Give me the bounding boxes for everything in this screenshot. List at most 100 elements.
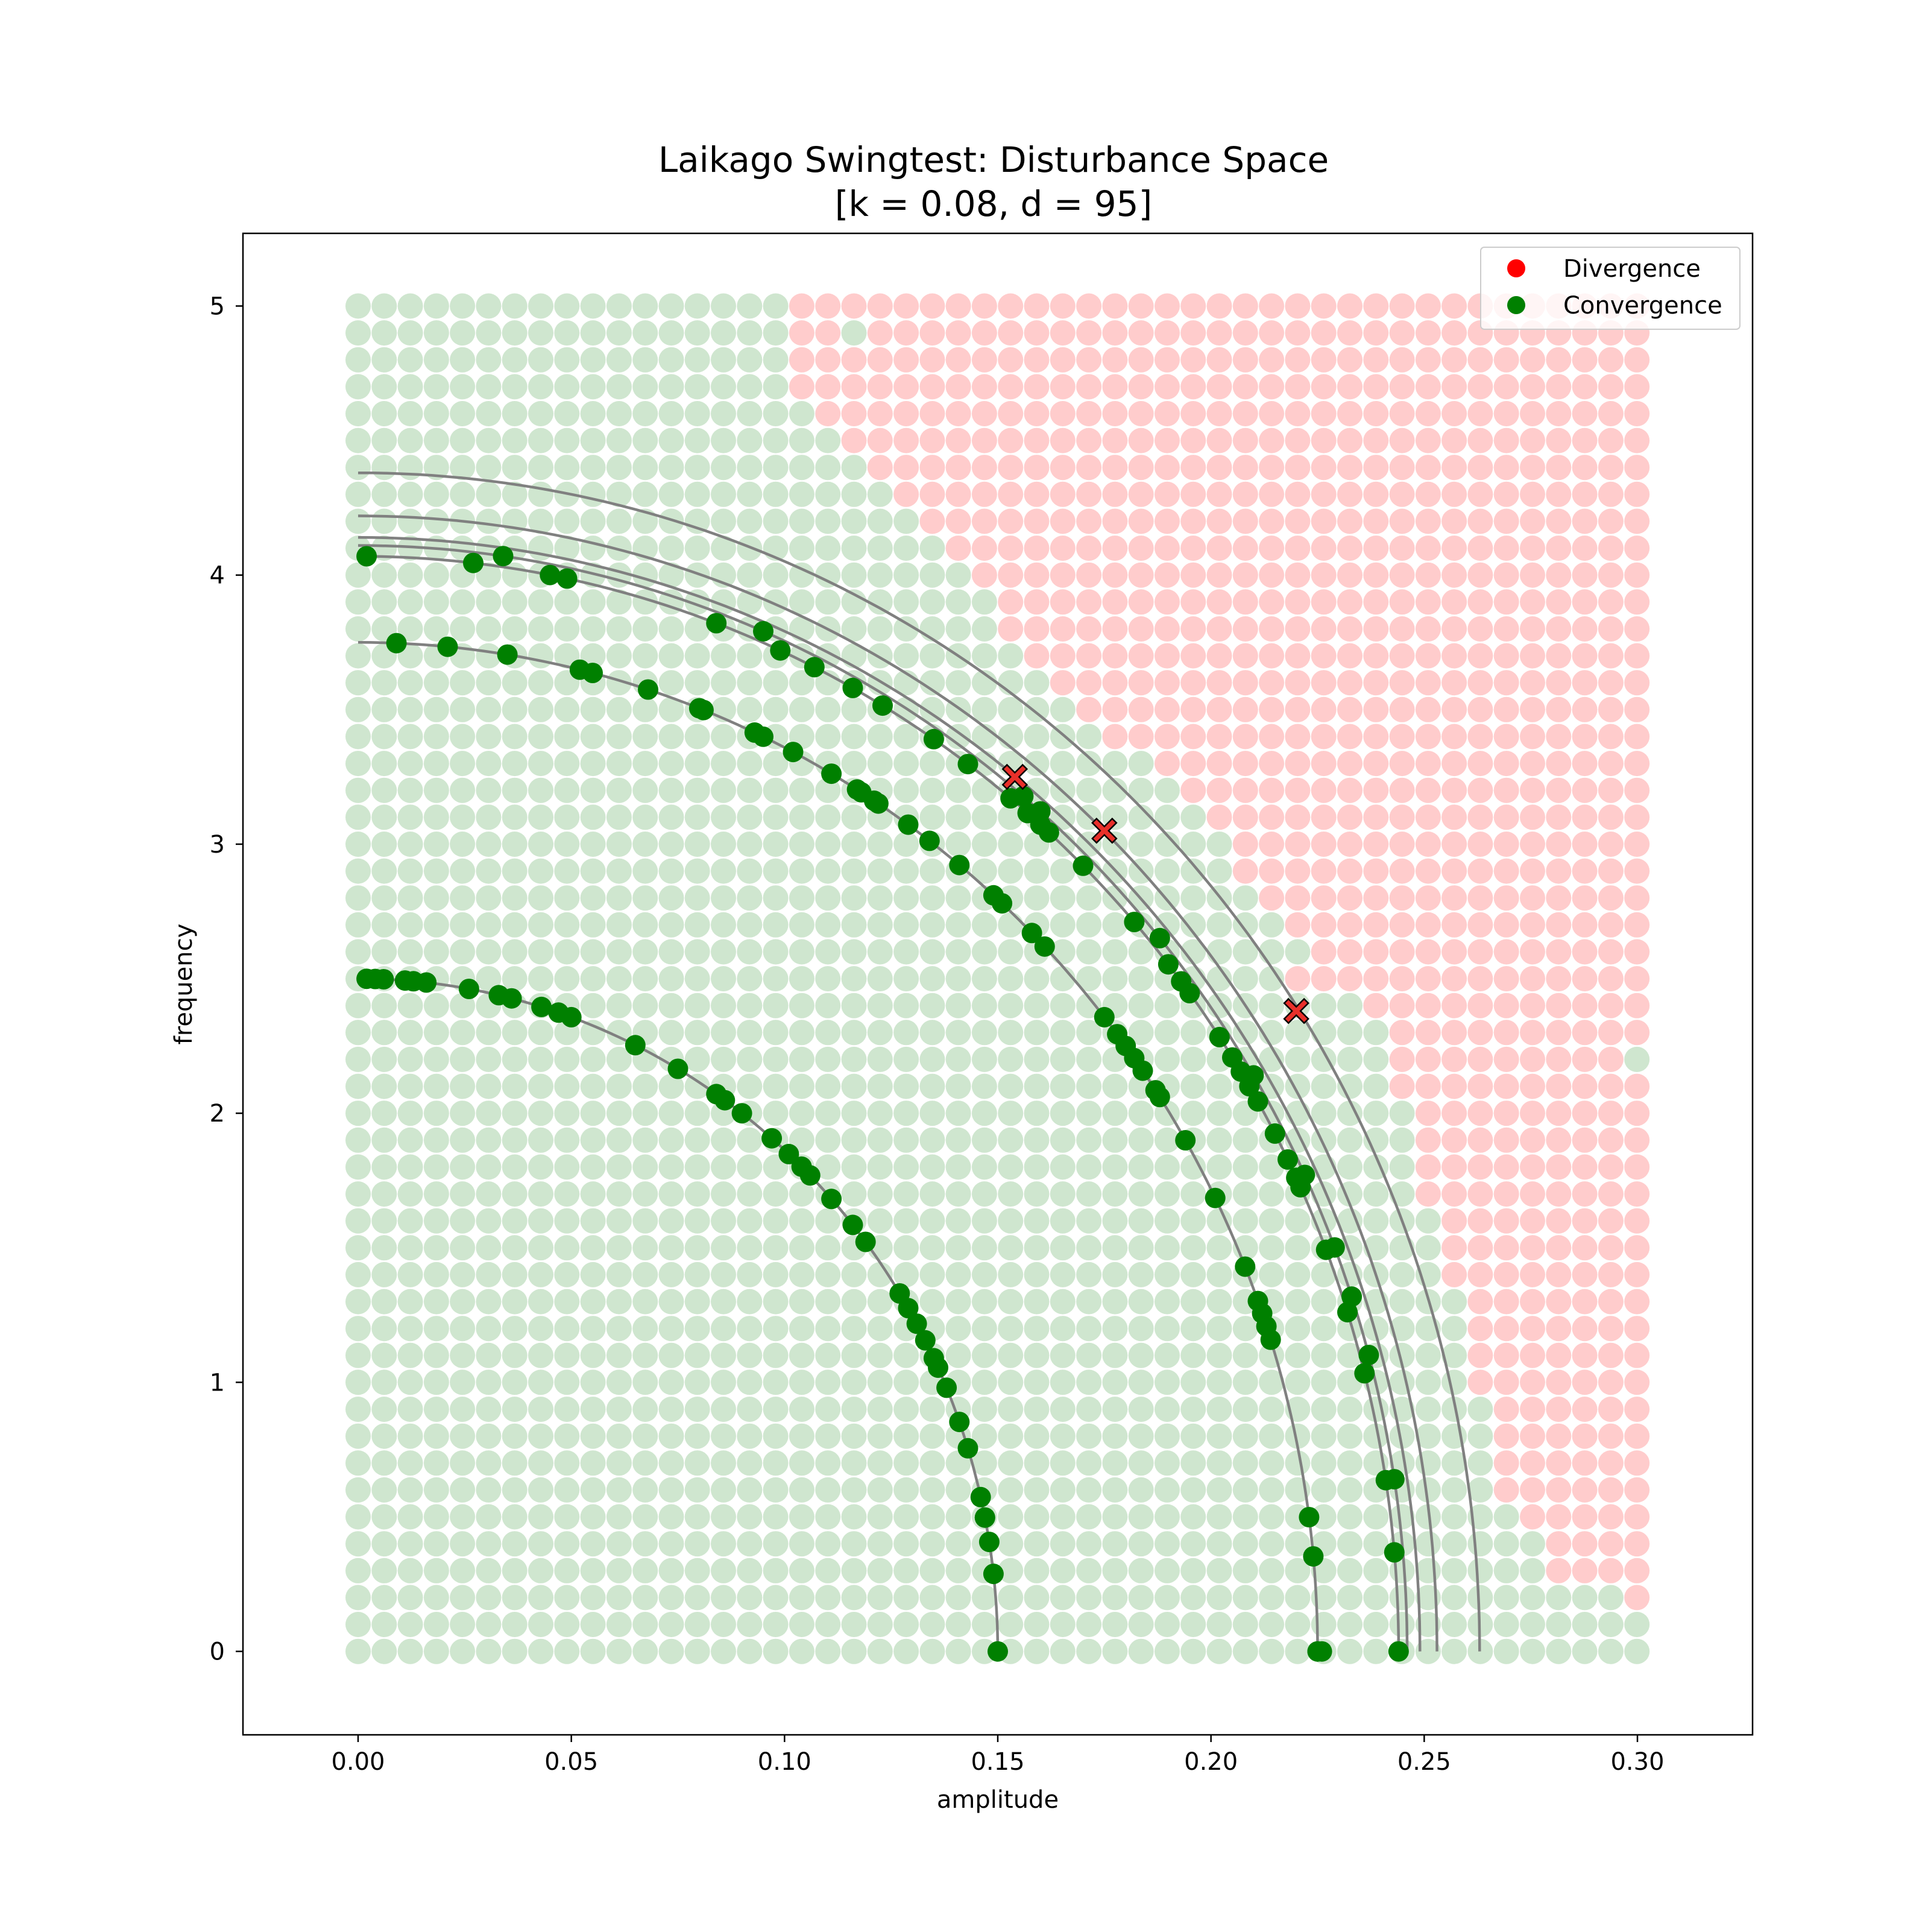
grid-point-convergence <box>345 832 371 857</box>
grid-point-convergence <box>502 1208 528 1234</box>
grid-point-divergence <box>1311 724 1337 750</box>
grid-point-divergence <box>1493 1450 1519 1476</box>
convergence-point <box>1073 855 1094 876</box>
grid-point-divergence <box>1259 724 1285 750</box>
grid-point-convergence <box>423 455 449 481</box>
grid-point-convergence <box>1155 1181 1180 1207</box>
grid-point-convergence <box>658 455 684 481</box>
grid-point-convergence <box>737 858 763 884</box>
grid-point-divergence <box>971 508 997 534</box>
grid-point-convergence <box>345 643 371 669</box>
grid-point-convergence <box>893 885 919 911</box>
grid-point-divergence <box>945 508 971 534</box>
grid-point-convergence <box>554 751 580 777</box>
grid-point-convergence <box>1311 1073 1337 1099</box>
grid-point-convergence <box>1102 1073 1128 1099</box>
grid-point-divergence <box>1311 481 1337 507</box>
grid-point-convergence <box>397 347 423 373</box>
grid-point-divergence <box>1285 885 1311 911</box>
grid-point-divergence <box>1389 966 1415 992</box>
grid-point-convergence <box>1024 1261 1050 1287</box>
grid-point-convergence <box>423 347 449 373</box>
grid-point-convergence <box>841 966 867 992</box>
grid-point-convergence <box>998 939 1024 965</box>
grid-point-divergence <box>1467 912 1493 938</box>
grid-point-convergence <box>1128 1369 1154 1395</box>
grid-point-convergence <box>998 804 1024 830</box>
grid-point-divergence <box>1206 724 1232 750</box>
grid-point-divergence <box>1259 696 1285 722</box>
grid-point-convergence <box>658 1558 684 1583</box>
grid-point-divergence <box>1493 1342 1519 1368</box>
grid-point-convergence <box>397 1612 423 1637</box>
grid-point-convergence <box>711 1235 736 1261</box>
grid-point-divergence <box>1493 481 1519 507</box>
grid-point-divergence <box>1624 1423 1650 1449</box>
grid-point-convergence <box>606 1235 632 1261</box>
grid-point-convergence <box>815 1261 841 1287</box>
grid-point-convergence <box>841 1261 867 1287</box>
grid-point-convergence <box>450 858 476 884</box>
grid-point-convergence <box>815 1342 841 1368</box>
grid-point-divergence <box>1076 616 1102 642</box>
grid-point-convergence <box>450 1235 476 1261</box>
grid-point-divergence <box>1259 293 1285 319</box>
grid-point-divergence <box>1024 374 1050 400</box>
grid-point-convergence <box>1180 1638 1206 1664</box>
grid-point-convergence <box>1180 1450 1206 1476</box>
grid-point-divergence <box>1624 1450 1650 1476</box>
grid-point-convergence <box>528 1612 553 1637</box>
grid-point-convergence <box>632 1369 658 1395</box>
grid-point-convergence <box>1415 1477 1441 1503</box>
grid-point-divergence <box>1050 293 1076 319</box>
grid-point-divergence <box>1493 1208 1519 1234</box>
grid-point-convergence <box>815 993 841 1018</box>
grid-point-convergence <box>658 1504 684 1530</box>
grid-point-convergence <box>1024 885 1050 911</box>
grid-point-convergence <box>658 535 684 561</box>
grid-point-divergence <box>1415 320 1441 346</box>
grid-point-convergence <box>502 1181 528 1207</box>
grid-point-convergence <box>1441 1612 1467 1637</box>
grid-point-convergence <box>1337 1316 1363 1342</box>
grid-point-divergence <box>1467 481 1493 507</box>
grid-point-divergence <box>998 508 1024 534</box>
grid-point-divergence <box>1232 643 1258 669</box>
grid-point-convergence <box>867 1612 893 1637</box>
grid-point-convergence <box>737 1612 763 1637</box>
grid-point-convergence <box>1441 1504 1467 1530</box>
grid-point-divergence <box>1285 858 1311 884</box>
grid-point-convergence <box>971 858 997 884</box>
grid-point-convergence <box>1467 1531 1493 1557</box>
grid-point-convergence <box>1546 1612 1572 1637</box>
y-axis-label: frequency <box>170 924 198 1045</box>
grid-point-convergence <box>919 1558 945 1583</box>
grid-point-convergence <box>1337 1638 1363 1664</box>
grid-point-convergence <box>815 1477 841 1503</box>
grid-point-convergence <box>919 858 945 884</box>
grid-point-convergence <box>737 804 763 830</box>
grid-point-convergence <box>893 535 919 561</box>
grid-point-convergence <box>554 374 580 400</box>
grid-point-convergence <box>1285 1531 1311 1557</box>
grid-point-convergence <box>893 966 919 992</box>
grid-point-convergence <box>1180 804 1206 830</box>
grid-point-convergence <box>632 912 658 938</box>
grid-point-divergence <box>1520 1289 1545 1315</box>
grid-point-convergence <box>867 939 893 965</box>
grid-point-convergence <box>502 1235 528 1261</box>
grid-point-convergence <box>971 1046 997 1072</box>
grid-point-divergence <box>1415 589 1441 615</box>
grid-point-convergence <box>711 508 736 534</box>
grid-point-convergence <box>632 1612 658 1637</box>
grid-point-divergence <box>1624 508 1650 534</box>
grid-point-convergence <box>580 993 606 1018</box>
grid-point-convergence <box>711 1369 736 1395</box>
grid-point-convergence <box>658 562 684 588</box>
grid-point-convergence <box>528 1208 553 1234</box>
grid-point-divergence <box>1206 616 1232 642</box>
grid-point-divergence <box>1155 751 1180 777</box>
grid-point-divergence <box>1415 912 1441 938</box>
grid-point-divergence <box>1493 966 1519 992</box>
grid-point-divergence <box>1441 374 1467 400</box>
